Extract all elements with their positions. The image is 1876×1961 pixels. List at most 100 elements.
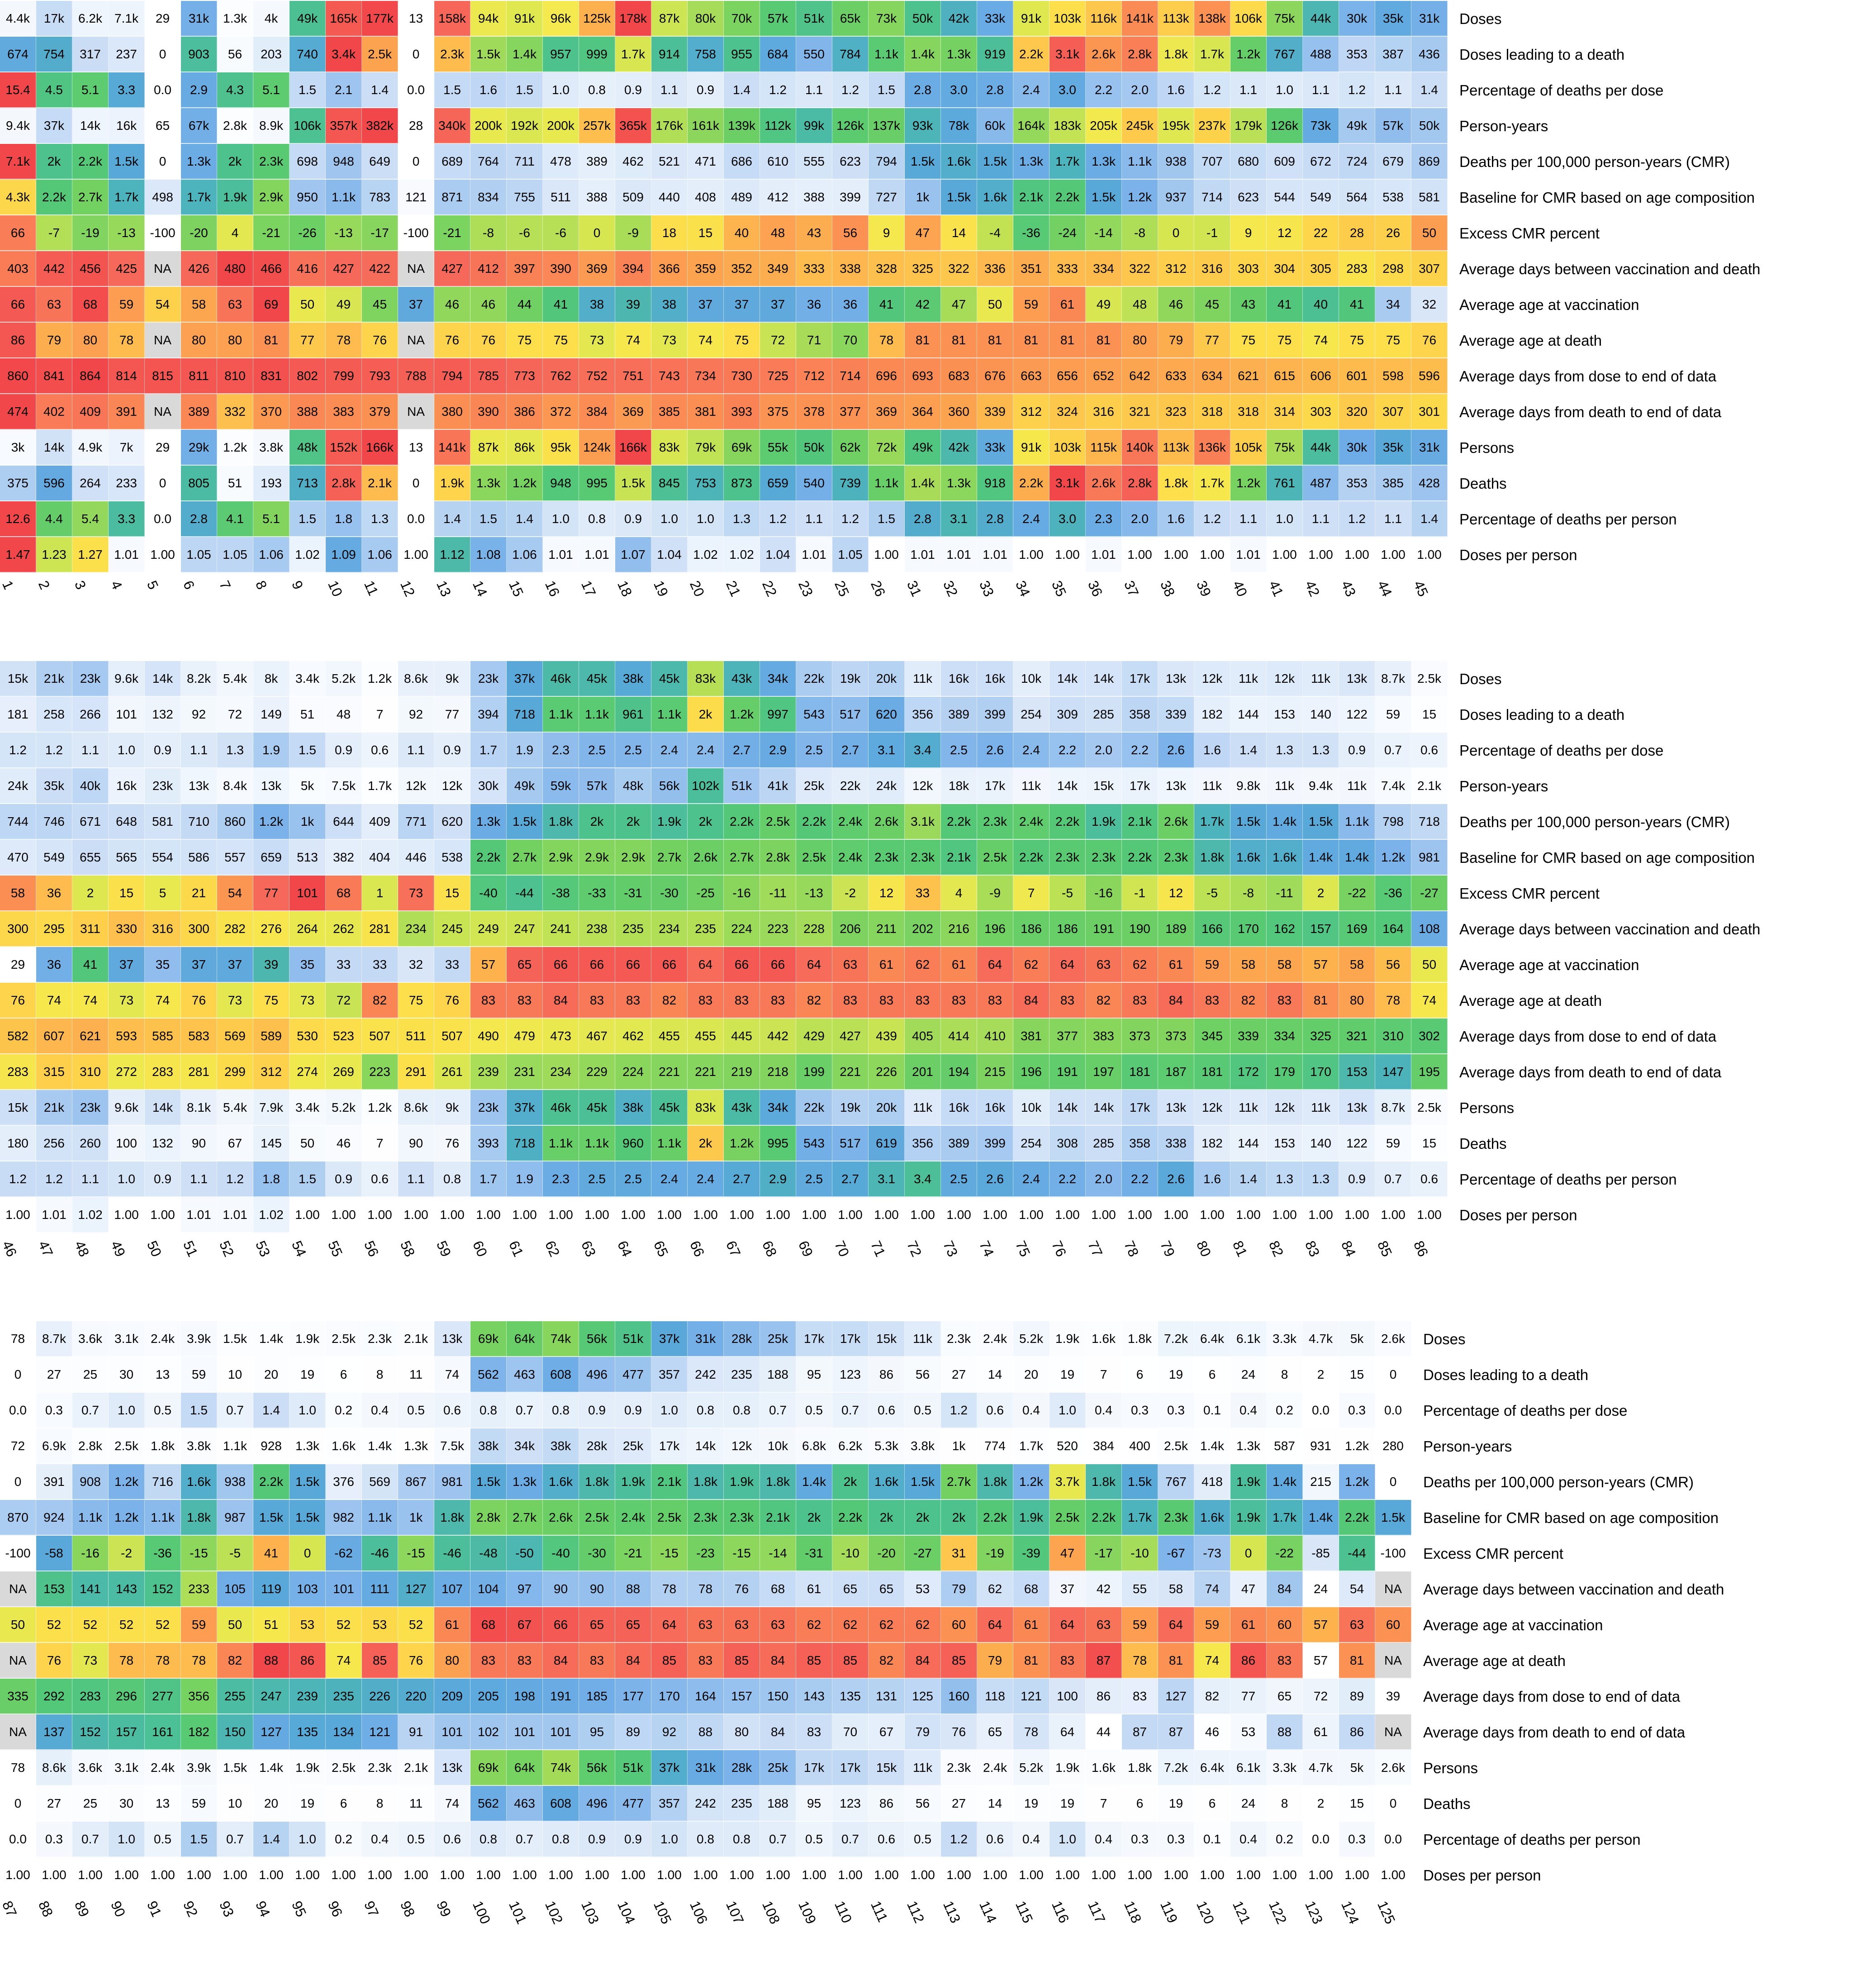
heatmap-cell: -1 — [1122, 876, 1158, 911]
heatmap-cell: 5.3k — [869, 1428, 905, 1464]
heatmap-cell: 50 — [290, 1126, 326, 1161]
heatmap-cell: 2.6k — [1375, 1321, 1411, 1357]
heatmap-cell: 1.5 — [290, 733, 326, 768]
heatmap-cell: 5.4k — [217, 1090, 253, 1126]
heatmap-cell: 0.9 — [579, 1822, 615, 1857]
heatmap-cell: 59 — [109, 287, 145, 323]
column-labels: 46 47 48 49 50 51 52 53 54 55 56 58 59 60 61 62 63 64 65 66… — [0, 1233, 1876, 1301]
heatmap-cell: 83k — [688, 1090, 724, 1126]
heatmap-cell: 266 — [72, 697, 109, 733]
heatmap-cell: 1.06 — [507, 537, 543, 573]
heatmap-cell: 50 — [1411, 947, 1448, 983]
heatmap-cell: 101 — [326, 1571, 362, 1607]
heatmap-cell: 35k — [1375, 430, 1411, 466]
row-label: Average days between vaccination and dea… — [1459, 920, 1761, 938]
heatmap-cell: 81 — [1339, 1643, 1375, 1679]
heatmap-cell: -58 — [36, 1536, 72, 1571]
heatmap-cell: 1.00 — [941, 1197, 977, 1233]
heatmap-cell: 57k — [579, 768, 615, 804]
heatmap-cell: 1.8k — [688, 1464, 724, 1500]
heatmap-cell: 310 — [72, 1054, 109, 1090]
heatmap-cell: 0.8 — [724, 1822, 760, 1857]
heatmap-cell: 101 — [434, 1714, 470, 1750]
heatmap-cell: 58 — [1230, 947, 1267, 983]
heatmap-cell: 63 — [688, 1607, 724, 1643]
heatmap-cell: 308 — [1050, 1126, 1086, 1161]
heatmap-cell: 1.0 — [651, 501, 688, 537]
heatmap-cell: 170 — [1303, 1054, 1339, 1090]
heatmap-cell: 80 — [217, 323, 253, 358]
heatmap-cell: 1.01 — [1086, 537, 1122, 573]
heatmap-cell: 356 — [905, 1126, 941, 1161]
column-label: 72 — [904, 1238, 925, 1259]
heatmap-cell: 2.7 — [724, 733, 760, 768]
heatmap-cell: 66 — [543, 1607, 579, 1643]
heatmap-cell: 1.00 — [941, 1857, 977, 1893]
heatmap-cell: 507 — [434, 1019, 470, 1054]
heatmap-cell: 1.4k — [1194, 1428, 1230, 1464]
heatmap-cell: 95 — [579, 1714, 615, 1750]
heatmap-cell: 76 — [398, 1643, 434, 1679]
heatmap-cell: 61 — [1158, 947, 1194, 983]
heatmap-cell: 65 — [579, 1607, 615, 1643]
heatmap-cell: 0.7 — [72, 1393, 109, 1428]
heatmap-cell: 312 — [253, 1054, 290, 1090]
heatmap-cell: 1.00 — [145, 537, 181, 573]
heatmap-cell: 92 — [651, 1714, 688, 1750]
heatmap-cell: 46 — [434, 287, 470, 323]
heatmap-cell: 75k — [1267, 1, 1303, 37]
heatmap-cell: 338 — [1158, 1126, 1194, 1161]
row-label: Average age at vaccination — [1423, 1616, 1603, 1633]
heatmap-cell: 169 — [1339, 911, 1375, 947]
heatmap-cell: 83 — [724, 983, 760, 1019]
heatmap-cell: 42k — [941, 430, 977, 466]
heatmap-cell: 773 — [507, 358, 543, 394]
heatmap-cell: 325 — [1303, 1019, 1339, 1054]
heatmap-cell: 324 — [1050, 394, 1086, 430]
heatmap-cell: 623 — [832, 144, 869, 180]
heatmap-cell: 0 — [145, 144, 181, 180]
heatmap-cell: 2.6 — [977, 733, 1013, 768]
heatmap-cell: 211 — [869, 911, 905, 947]
heatmap-cell: 375 — [760, 394, 796, 430]
heatmap-cell: 255 — [217, 1679, 253, 1714]
heatmap-cell: 399 — [977, 1126, 1013, 1161]
heatmap-cell: 1.01 — [1230, 537, 1267, 573]
heatmap-cell: 316 — [1194, 251, 1230, 287]
heatmap-cell: 54 — [1339, 1571, 1375, 1607]
row-label: Average days from death to end of data — [1423, 1723, 1686, 1741]
heatmap-cell: 1.04 — [651, 537, 688, 573]
heatmap-cell: 0 — [579, 215, 615, 251]
heatmap-cell: 203 — [253, 37, 290, 72]
heatmap-cell: 1.5k — [470, 1464, 507, 1500]
heatmap-cell: 42k — [941, 1, 977, 37]
heatmap-cell: 2.4 — [688, 1161, 724, 1197]
heatmap-cell: 2.6k — [1086, 466, 1122, 501]
heatmap-cell: 0.5 — [905, 1822, 941, 1857]
heatmap-cell: 498 — [145, 180, 181, 215]
heatmap-cell: 1.00 — [398, 537, 434, 573]
heatmap-cell: 1.00 — [1050, 1197, 1086, 1233]
row-label: Percentage of deaths per dose — [1423, 1402, 1628, 1419]
heatmap-cell: 25k — [760, 1321, 796, 1357]
heatmap-cell: 466 — [253, 251, 290, 287]
heatmap-cell: 867 — [398, 1464, 434, 1500]
heatmap-cell: 74 — [1194, 1571, 1230, 1607]
heatmap-cell: 2.5k — [1411, 661, 1448, 697]
heatmap-cell: 1.4k — [905, 466, 941, 501]
heatmap-cell: 1.4 — [724, 72, 760, 108]
column-label: 48 — [71, 1238, 93, 1259]
heatmap-cell: 2.4k — [145, 1321, 181, 1357]
heatmap-cell: 63 — [1339, 1607, 1375, 1643]
column-label: 2 — [35, 578, 53, 592]
heatmap-cell: 762 — [543, 358, 579, 394]
heatmap-cell: 2.8k — [72, 1428, 109, 1464]
heatmap-cell: 57 — [1303, 1643, 1339, 1679]
column-label: 67 — [723, 1238, 744, 1259]
row-label: Excess CMR percent — [1423, 1545, 1563, 1562]
heatmap-section-3: 78 8.7k 3.6k 3.1k 2.4k 3.9k 1.5k 1.4k 1.9k 2.5k 2.… — [0, 1321, 1876, 1961]
heatmap-cell: 928 — [253, 1428, 290, 1464]
heatmap-cell: 88 — [1267, 1714, 1303, 1750]
column-label: 71 — [868, 1238, 889, 1259]
heatmap-cell: 50k — [1411, 108, 1448, 144]
